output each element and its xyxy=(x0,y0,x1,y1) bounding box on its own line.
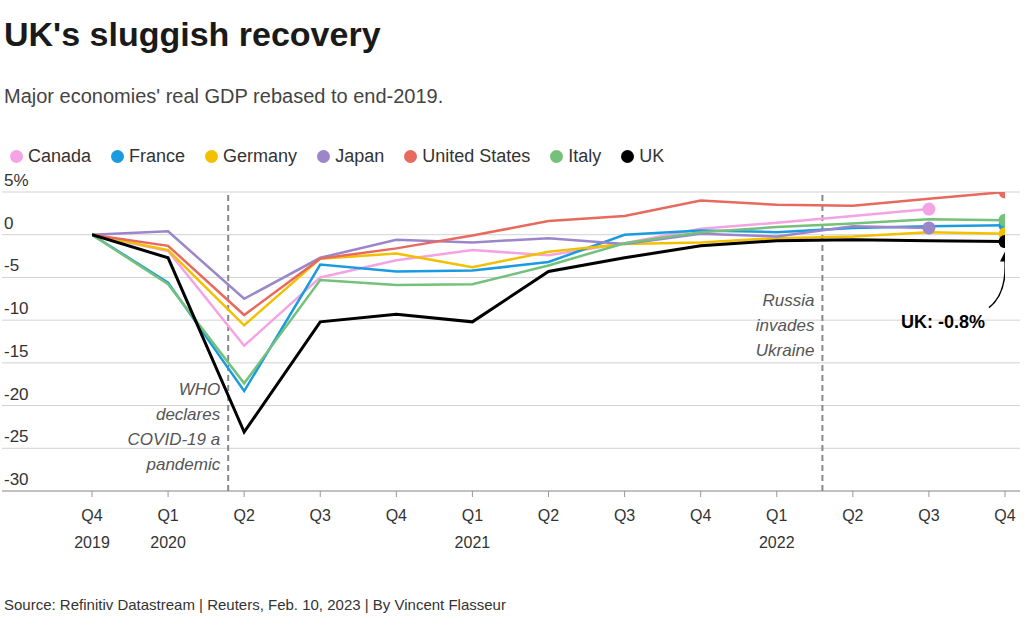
svg-text:0: 0 xyxy=(8,214,13,233)
html-text:Italy: Italy xyxy=(568,146,602,166)
svg-text:Q3: Q3 xyxy=(310,507,331,524)
html-text:Japan: Japan xyxy=(335,146,385,166)
html-text:UK's sluggish recovery: UK's sluggish recovery xyxy=(4,15,381,53)
svg-text:Q42019: Q42019 xyxy=(74,507,110,551)
svg-text:-5: -5 xyxy=(8,256,19,275)
svg-text:-30: -30 xyxy=(8,470,29,489)
html-text:Canada: Canada xyxy=(28,146,92,166)
svg-text:UK: -0.8%: UK: -0.8% xyxy=(901,312,985,332)
svg-text:Q12022: Q12022 xyxy=(759,507,795,551)
svg-text:Q12020: Q12020 xyxy=(150,507,186,551)
html-text:United States: United States xyxy=(422,146,531,166)
svg-text:-25: -25 xyxy=(8,427,29,446)
html-text:Major economies' real GDP reba: Major economies' real GDP rebased to end… xyxy=(4,85,444,107)
html-text:UK: UK xyxy=(639,146,665,166)
html-text:France: France xyxy=(129,146,186,166)
svg-text:Q4: Q4 xyxy=(994,507,1015,524)
svg-text:WHOdeclaresCOVID-19 apandemic: WHOdeclaresCOVID-19 apandemic xyxy=(128,380,221,474)
svg-text:-15: -15 xyxy=(8,342,29,361)
svg-text:-10: -10 xyxy=(8,299,29,318)
svg-text:Q4: Q4 xyxy=(690,507,711,524)
svg-text:RussiainvadesUkraine: RussiainvadesUkraine xyxy=(756,291,815,360)
html-text:Source: Refinitiv Datastream |: Source: Refinitiv Datastream | Reuters, … xyxy=(4,596,506,613)
svg-text:Q3: Q3 xyxy=(614,507,635,524)
svg-text:-20: -20 xyxy=(8,385,29,404)
svg-text:Q2: Q2 xyxy=(538,507,559,524)
svg-text:Q2: Q2 xyxy=(233,507,254,524)
svg-text:Q4: Q4 xyxy=(386,507,407,524)
svg-text:Q12021: Q12021 xyxy=(455,507,491,551)
svg-text:5%: 5% xyxy=(8,171,29,190)
svg-text:Q3: Q3 xyxy=(918,507,939,524)
svg-text:Q2: Q2 xyxy=(842,507,863,524)
html-text:Germany: Germany xyxy=(223,146,298,166)
